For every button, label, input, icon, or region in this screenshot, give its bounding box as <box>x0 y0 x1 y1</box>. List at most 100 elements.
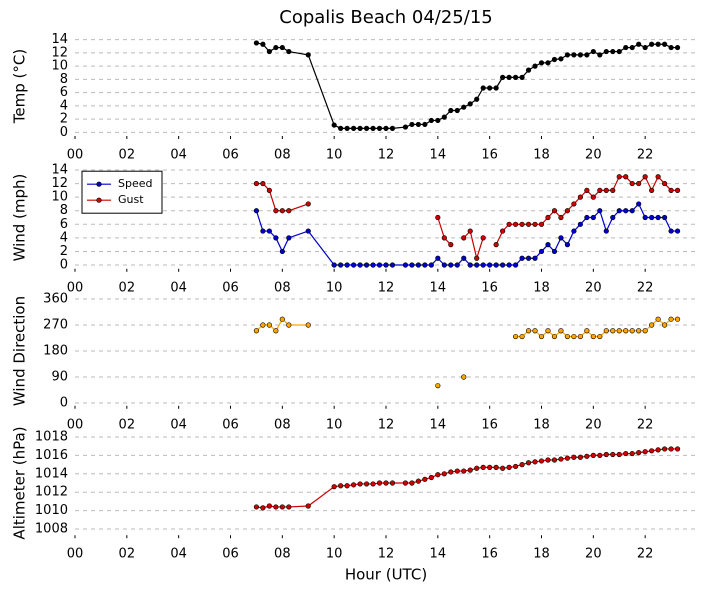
data-point <box>525 255 532 261</box>
x-tick-label: 06 <box>222 280 239 295</box>
y-tick-label: 90 <box>51 370 68 385</box>
x-tick-label: 20 <box>585 417 602 432</box>
y-tick-label: 180 <box>43 344 68 359</box>
data-point <box>538 248 545 255</box>
data-point <box>344 262 350 268</box>
data-point <box>668 187 674 193</box>
data-point <box>525 460 532 466</box>
data-point <box>402 124 409 130</box>
data-point <box>428 474 434 481</box>
data-point <box>461 468 467 474</box>
data-point <box>376 480 383 486</box>
data-point <box>538 60 545 66</box>
data-point <box>649 322 655 328</box>
data-point <box>512 74 519 80</box>
data-point <box>649 214 655 221</box>
x-tick-label: 04 <box>170 280 187 295</box>
data-point <box>279 504 285 510</box>
data-point <box>668 446 674 452</box>
data-point <box>273 208 279 214</box>
data-point <box>558 235 564 241</box>
y-tick-label: 1012 <box>35 485 68 500</box>
data-point <box>525 67 532 73</box>
data-point <box>603 451 609 458</box>
data-point <box>674 228 681 234</box>
x-tick-label: 16 <box>481 148 498 163</box>
x-tick-label: 18 <box>533 280 550 295</box>
data-point <box>636 41 642 47</box>
data-point <box>532 459 538 465</box>
data-point <box>597 208 603 214</box>
y-tick-label: 8 <box>60 203 68 218</box>
x-tick-label: 02 <box>119 280 136 295</box>
data-point <box>662 446 668 452</box>
data-point <box>266 503 272 509</box>
x-tick-label: 12 <box>378 148 395 163</box>
data-point <box>597 187 603 193</box>
data-point <box>253 208 260 214</box>
data-point <box>370 262 376 268</box>
data-point <box>363 125 370 131</box>
data-point <box>590 48 596 55</box>
data-point <box>273 504 279 510</box>
data-point <box>551 248 558 255</box>
data-point <box>603 187 609 193</box>
data-point <box>260 505 266 511</box>
y-tick-label: 360 <box>43 291 68 306</box>
data-point <box>260 322 266 328</box>
data-point <box>331 122 337 128</box>
data-point <box>487 464 493 470</box>
data-point <box>577 454 583 460</box>
data-point <box>351 482 357 488</box>
data-point <box>512 333 519 340</box>
data-point <box>642 174 648 180</box>
data-point <box>389 480 396 486</box>
data-point <box>500 262 506 268</box>
data-point <box>629 208 635 214</box>
data-point <box>655 41 661 47</box>
data-point <box>448 107 454 114</box>
data-point <box>474 255 480 261</box>
data-point <box>571 333 577 340</box>
data-point <box>344 125 350 131</box>
data-point <box>493 464 499 470</box>
data-point <box>461 374 467 380</box>
x-tick-label: 08 <box>274 148 291 163</box>
data-point <box>662 41 668 47</box>
data-point <box>571 228 577 234</box>
legend-marker <box>96 197 102 203</box>
data-point <box>545 328 551 334</box>
data-point <box>512 221 519 227</box>
x-tick-label: 12 <box>378 280 395 295</box>
data-point <box>629 44 635 51</box>
x-tick-label: 08 <box>274 547 291 562</box>
data-point <box>331 262 337 268</box>
y-tick-label: 1010 <box>35 503 68 518</box>
x-tick-label: 06 <box>222 417 239 432</box>
data-point <box>603 228 609 234</box>
data-point <box>474 465 480 471</box>
data-point <box>344 483 350 489</box>
data-point <box>662 180 668 187</box>
data-point <box>674 446 681 452</box>
data-point <box>370 481 376 487</box>
data-point <box>558 456 564 462</box>
data-point <box>642 328 648 334</box>
data-point <box>448 469 454 475</box>
data-point <box>603 48 609 55</box>
data-point <box>448 262 454 268</box>
x-tick-label: 00 <box>67 280 84 295</box>
data-point <box>558 328 564 334</box>
data-point <box>279 248 285 255</box>
data-point <box>577 52 583 58</box>
data-point <box>551 333 558 340</box>
x-tick-label: 22 <box>637 148 654 163</box>
x-tick-label: 04 <box>170 148 187 163</box>
y-tick-label: 6 <box>60 217 68 232</box>
data-point <box>279 208 285 214</box>
data-point <box>383 125 389 131</box>
data-point <box>558 214 564 221</box>
data-point <box>461 235 467 241</box>
data-point <box>357 262 363 268</box>
data-point <box>273 235 279 241</box>
